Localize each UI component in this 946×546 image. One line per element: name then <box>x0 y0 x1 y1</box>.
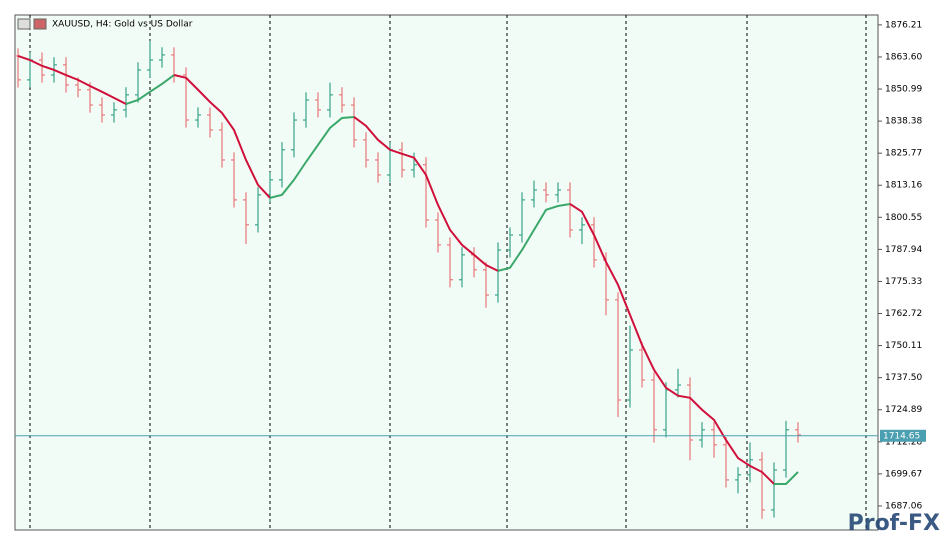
watermark: Prof-FX <box>848 511 940 536</box>
y-tick-label: 1712.28 <box>885 437 922 447</box>
moving-average <box>497 202 571 272</box>
y-tick-label: 1838.38 <box>885 117 922 127</box>
y-tick-label: 1750.11 <box>885 341 922 351</box>
moving-average <box>774 471 799 485</box>
y-tick-label: 1813.16 <box>885 181 922 191</box>
icon <box>17 18 31 30</box>
chart-title: XAUUSD, H4: Gold vs US Dollar <box>52 20 193 30</box>
y-tick-label: 1699.67 <box>885 469 922 479</box>
moving-average <box>173 74 271 199</box>
moving-average <box>17 54 127 105</box>
y-tick-label: 1762.72 <box>885 309 922 319</box>
y-tick-label: 1863.60 <box>885 52 922 62</box>
plot-area <box>14 14 879 531</box>
y-tick-label: 1724.89 <box>885 405 922 415</box>
current-price-box <box>880 429 926 442</box>
y-tick-label: 1876.21 <box>885 20 922 30</box>
icon <box>33 18 47 30</box>
current-price-label: 1714.65 <box>883 431 920 441</box>
y-tick-label: 1825.77 <box>885 149 922 159</box>
moving-average <box>125 74 175 105</box>
y-tick-label: 1787.94 <box>885 245 922 255</box>
moving-average <box>269 115 355 199</box>
y-tick-label: 1775.33 <box>885 277 922 287</box>
y-tick-label: 1800.55 <box>885 213 922 223</box>
y-tick-label: 1850.99 <box>885 85 922 95</box>
moving-average <box>569 203 775 485</box>
y-tick-label: 1737.50 <box>885 373 922 383</box>
moving-average <box>353 116 499 272</box>
y-tick-label: 1687.06 <box>885 501 922 511</box>
period-separators <box>29 15 867 530</box>
